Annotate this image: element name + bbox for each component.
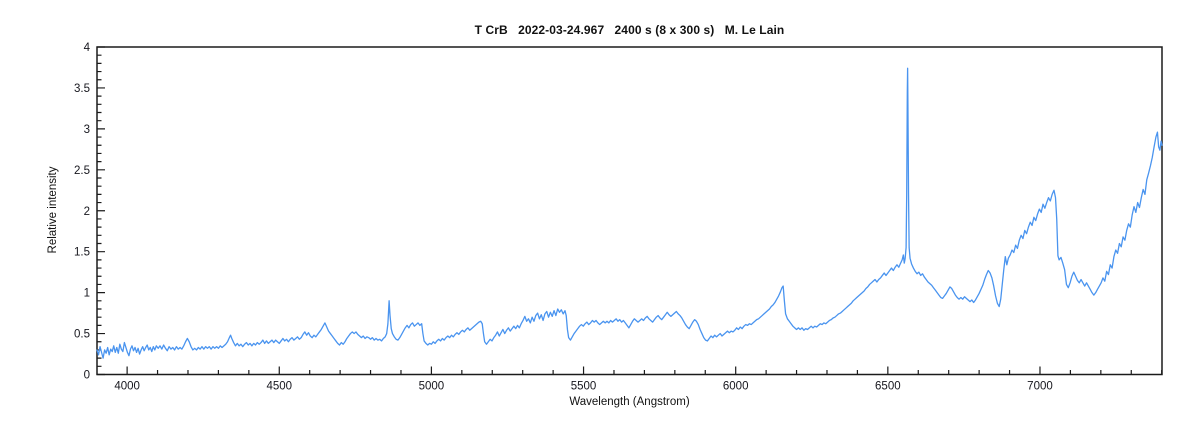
x-tick-label: 4500	[266, 381, 292, 393]
y-tick-label: 0	[84, 370, 90, 382]
x-axis-label: Wavelength (Angstrom)	[569, 396, 690, 408]
y-tick-label: 1.5	[74, 247, 90, 259]
y-tick-label: 4	[84, 42, 91, 54]
y-tick-label: 3.5	[74, 83, 90, 95]
y-axis-label: Relative intensity	[47, 166, 59, 254]
chart-title: T CrB 2022-03-24.967 2400 s (8 x 300 s) …	[474, 23, 785, 37]
y-tick-label: 3	[84, 124, 90, 136]
x-tick-label: 4000	[114, 381, 140, 393]
axis-ticks	[97, 46, 1163, 376]
y-tick-label: 0.5	[74, 329, 90, 341]
x-tick-label: 7000	[1027, 381, 1053, 393]
y-tick-label: 2.5	[74, 165, 90, 177]
x-tick-label: 5500	[571, 381, 597, 393]
plot-border	[96, 46, 1163, 376]
x-tick-label: 6000	[723, 381, 749, 393]
y-tick-label: 1	[84, 288, 90, 300]
x-tick-label: 6500	[875, 381, 901, 393]
y-tick-label: 2	[84, 206, 90, 218]
spectrum-line	[96, 67, 1163, 359]
x-tick-label: 5000	[419, 381, 445, 393]
